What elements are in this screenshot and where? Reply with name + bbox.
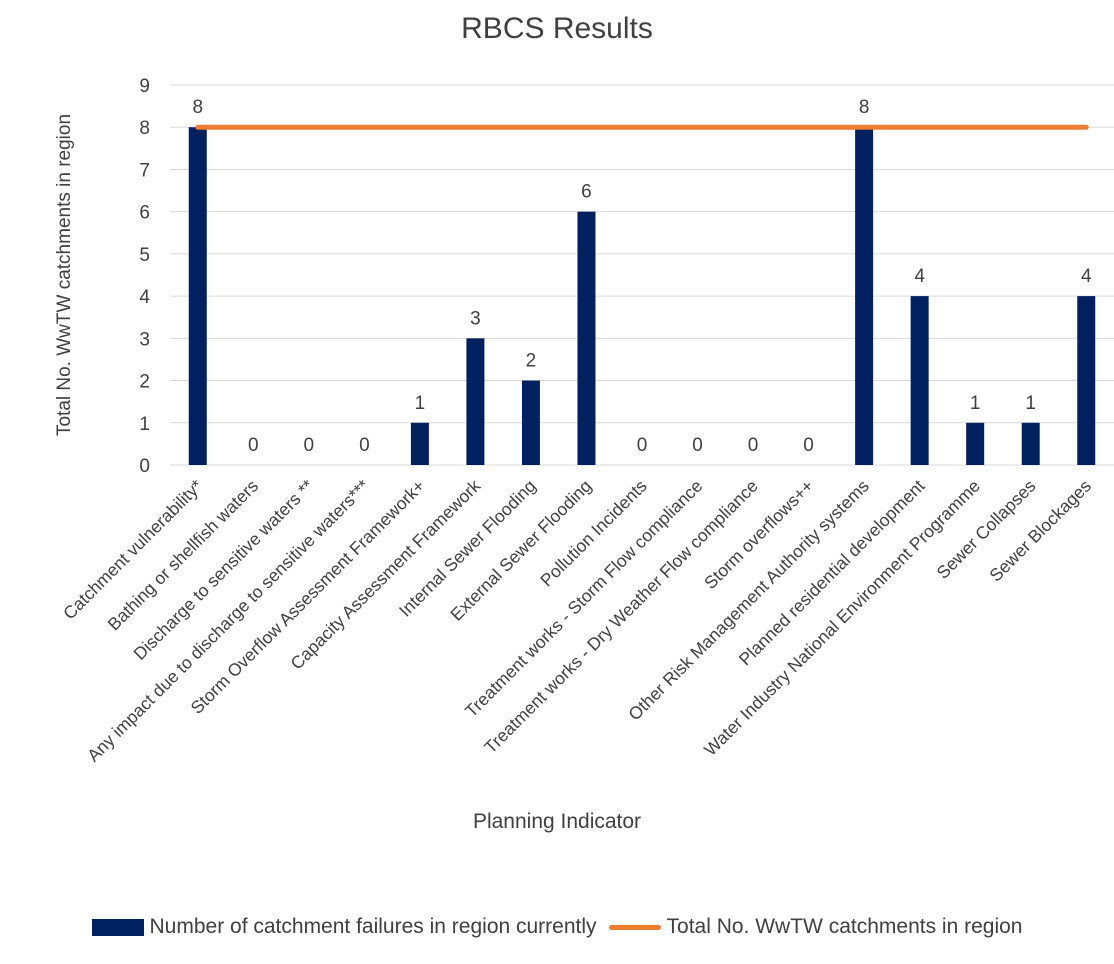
data-label: 8 [859,97,870,118]
legend-swatch-bars [91,918,144,936]
y-tick-label: 8 [139,118,150,139]
bar [1021,422,1040,465]
y-tick-label: 7 [139,160,150,181]
bar [188,127,207,465]
data-label: 1 [970,393,981,414]
bar [855,127,874,465]
y-tick-label: 9 [139,76,150,97]
x-tick-labels: Catchment vulnerability*Bathing or shell… [59,476,1095,766]
data-label: 1 [415,393,426,414]
data-label: 0 [692,435,703,456]
bar [1077,296,1096,465]
bar [966,422,985,465]
bar [577,211,596,465]
legend-item-line: Total No. WwTW catchments in region [608,915,1023,939]
data-label: 0 [304,435,315,456]
data-label: 0 [748,435,759,456]
legend: Number of catchment failures in region c… [0,915,1114,939]
bar-series [188,127,1096,465]
data-label: 8 [192,97,203,118]
x-tick-label: Sewer Collapses [933,476,1040,583]
data-label: 1 [1025,393,1036,414]
legend-swatch-line [608,924,661,930]
legend-item-bars: Number of catchment failures in region c… [91,915,597,939]
x-tick-label: Sewer Blockages [985,476,1095,586]
data-label: 4 [914,266,925,287]
y-tick-label: 5 [139,245,150,266]
y-axis-label: Total No. WwTW catchments in region [54,113,75,437]
y-tick-labels: 0 1 2 3 4 5 6 7 8 9 [139,76,150,477]
data-label: 4 [1081,266,1092,287]
data-label: 0 [359,435,370,456]
y-tick-label: 2 [139,372,150,393]
y-tick-label: 6 [139,203,150,224]
data-label: 0 [803,435,814,456]
y-tick-label: 1 [139,414,150,435]
bar [466,338,485,465]
y-tick-label: 4 [139,287,150,308]
bar [521,380,540,465]
data-label: 6 [581,182,592,203]
bar [410,422,429,465]
data-label: 2 [526,351,537,372]
legend-label-bars: Number of catchment failures in region c… [149,915,597,938]
x-axis-label: Planning Indicator [472,810,642,833]
bar [910,296,929,465]
data-labels: 8 0 0 0 1 3 2 6 0 0 0 0 8 4 1 1 4 [192,97,1091,456]
y-tick-label: 3 [139,329,150,350]
legend-label-line: Total No. WwTW catchments in region [666,915,1023,938]
y-tick-label: 0 [139,456,150,477]
chart-title: RBCS Results [461,12,653,45]
data-label: 0 [248,435,259,456]
data-label: 3 [470,308,481,329]
data-label: 0 [637,435,648,456]
